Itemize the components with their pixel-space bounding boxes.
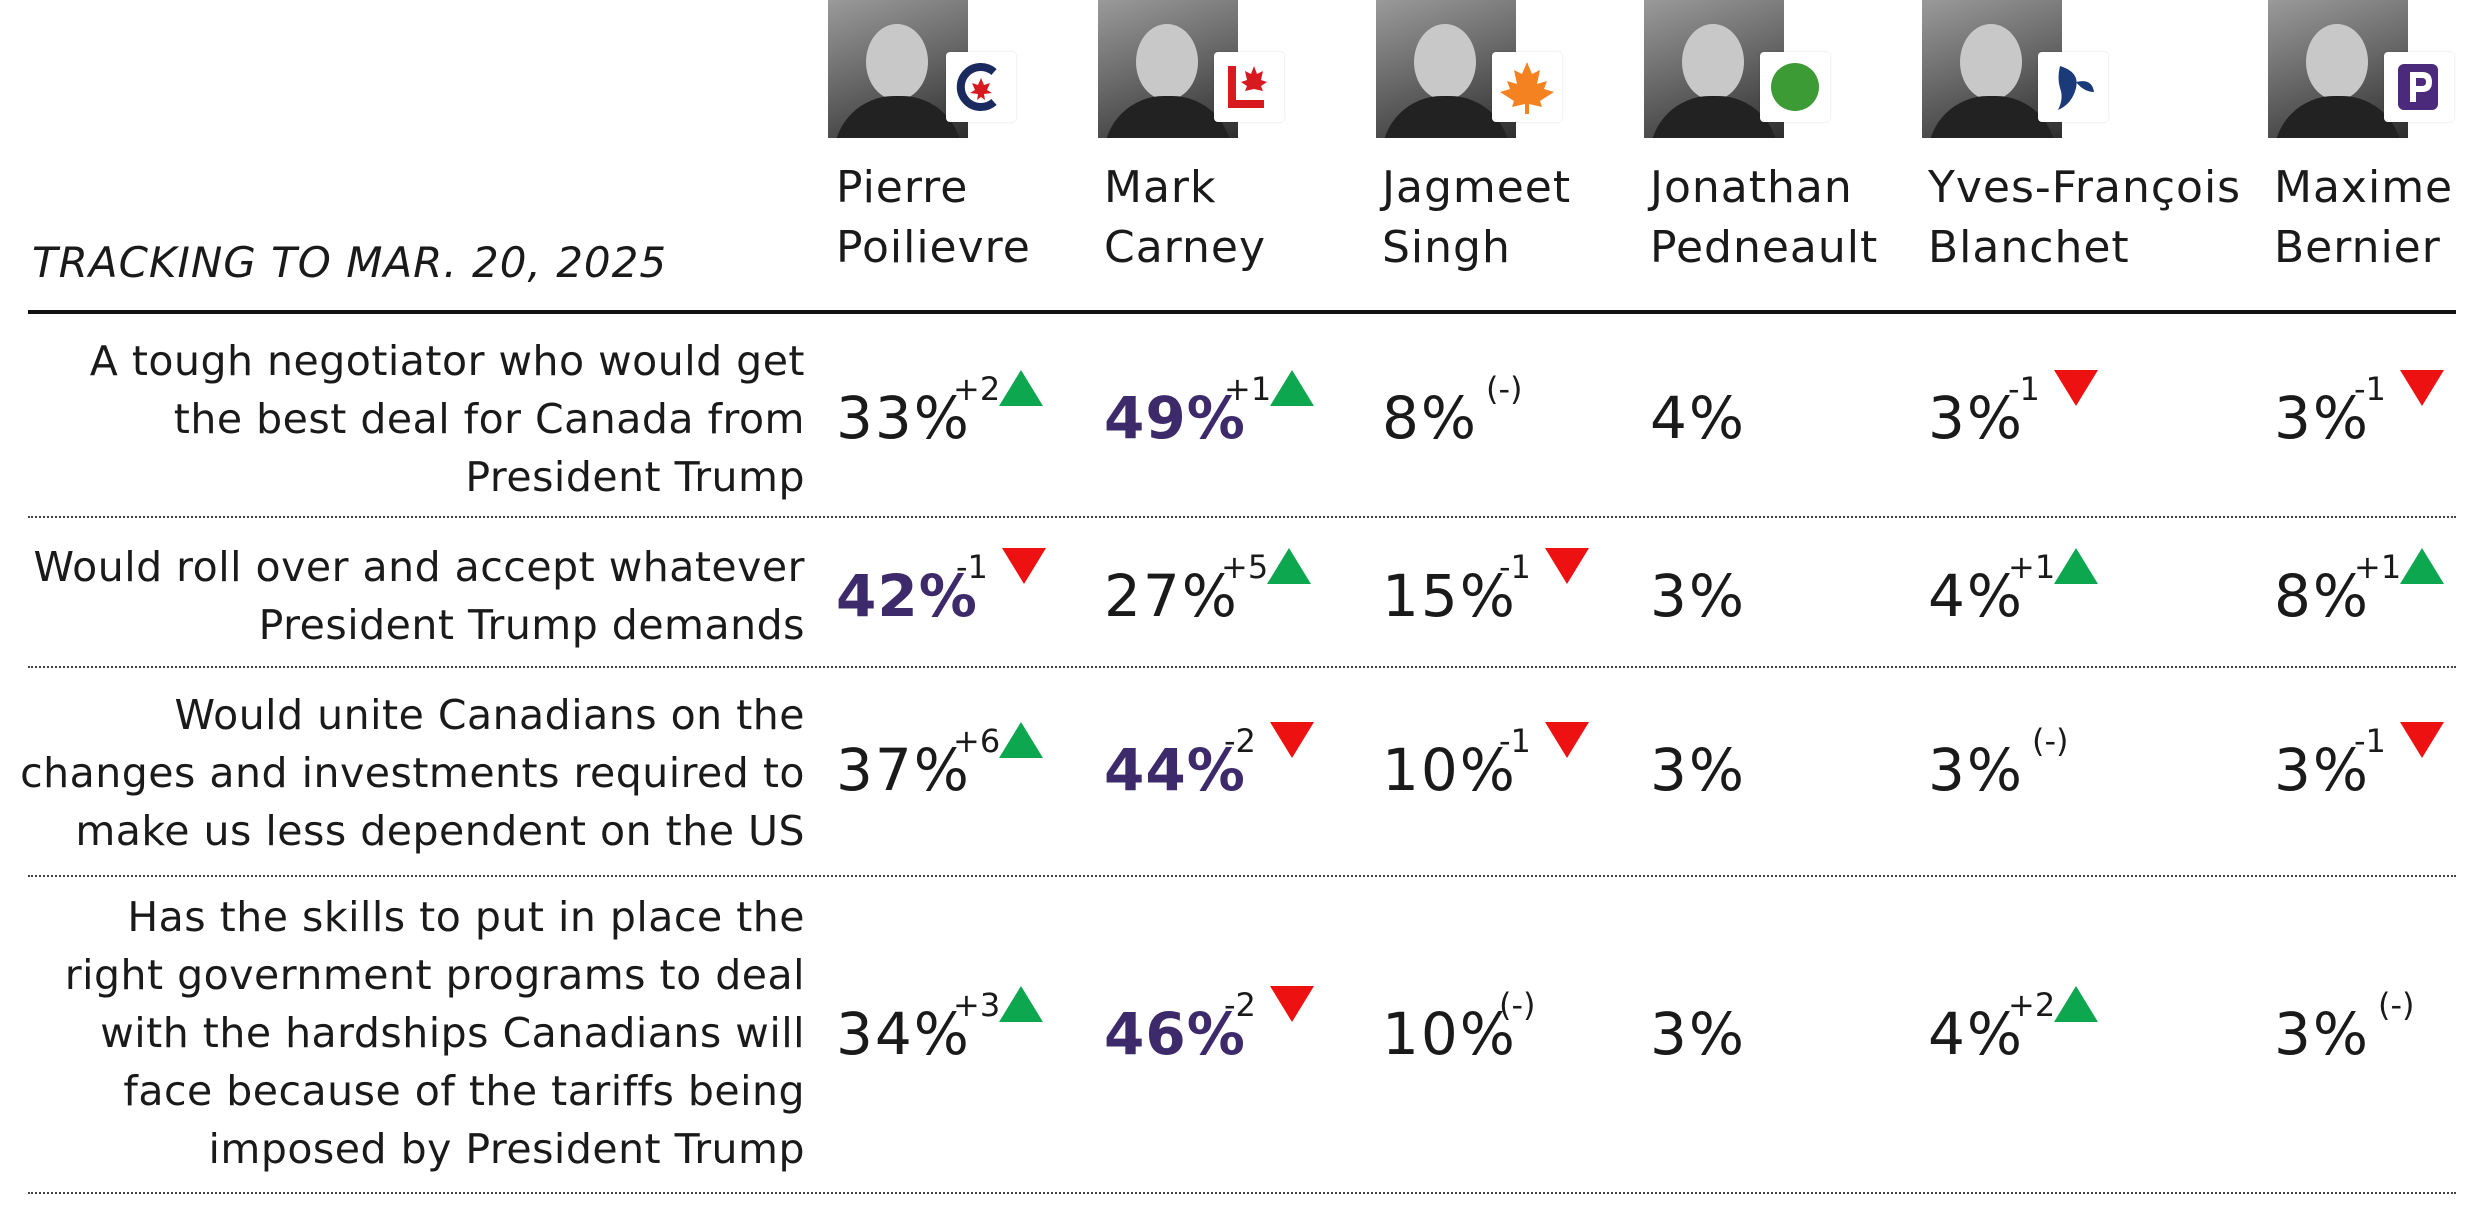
up-arrow-icon: [999, 722, 1043, 758]
data-value: 4%: [1928, 1000, 2025, 1068]
up-arrow-icon: [999, 986, 1043, 1022]
down-arrow-icon: [1545, 548, 1589, 584]
row-label: Would unite Canadians on the changes and…: [20, 691, 805, 855]
data-value: 4%: [1928, 562, 2025, 630]
header-rule: [28, 310, 2456, 314]
change-label: -1: [956, 548, 988, 586]
candidate-last-name: Singh: [1382, 222, 1511, 273]
candidate-first-name: Maxime: [2274, 162, 2454, 213]
down-arrow-icon: [1002, 548, 1046, 584]
candidate-first-name: Yves-François: [1928, 162, 2242, 213]
data-value: 3%: [2274, 736, 2371, 804]
data-value: 8%: [2274, 562, 2371, 630]
up-arrow-icon: [999, 370, 1043, 406]
data-value: 27%: [1104, 562, 1239, 630]
tracking-label: TRACKING TO MAR. 20, 2025: [32, 238, 668, 287]
data-value: 4%: [1650, 384, 1747, 452]
down-arrow-icon: [1270, 722, 1314, 758]
candidate-name: Jonathan Pedneault: [1650, 158, 1878, 278]
data-value: 33%: [836, 384, 971, 452]
data-value: 3%: [2274, 384, 2371, 452]
data-value: 34%: [836, 1000, 971, 1068]
up-arrow-icon: [2400, 548, 2444, 584]
data-value: 3%: [2274, 1000, 2371, 1068]
change-label: (-): [1499, 986, 1536, 1024]
down-arrow-icon: [2400, 370, 2444, 406]
candidate-name: Yves-François Blanchet: [1928, 158, 2241, 278]
change-label: +2: [2008, 986, 2056, 1024]
change-label: +6: [953, 722, 1001, 760]
candidate-last-name: Blanchet: [1928, 222, 2130, 273]
change-label: -1: [2354, 722, 2386, 760]
candidate-photo: [1922, 0, 2062, 138]
row-separator: [28, 666, 2456, 668]
data-value: 3%: [1928, 736, 2025, 804]
data-value: 44%: [1104, 736, 1246, 804]
data-value: 10%: [1382, 1000, 1517, 1068]
up-arrow-icon: [2054, 548, 2098, 584]
change-label: +3: [953, 986, 1001, 1024]
up-arrow-icon: [1267, 548, 1311, 584]
row-separator: [28, 875, 2456, 877]
bloc-logo-icon: [2038, 52, 2108, 122]
candidate-name: Mark Carney: [1104, 158, 1266, 278]
row-label: A tough negotiator who would get the bes…: [89, 337, 805, 501]
data-value: 15%: [1382, 562, 1517, 630]
candidate-name: Maxime Bernier: [2274, 158, 2453, 278]
candidate-first-name: Jagmeet: [1382, 162, 1572, 213]
row-separator: [28, 1192, 2456, 1194]
change-label: -1: [2008, 370, 2040, 408]
up-arrow-icon: [1270, 370, 1314, 406]
candidate-last-name: Poilievre: [836, 222, 1031, 273]
row-label: Would roll over and accept whatever Pres…: [33, 543, 805, 649]
data-value: 8%: [1382, 384, 1479, 452]
data-value: 37%: [836, 736, 971, 804]
data-value: 10%: [1382, 736, 1517, 804]
liberal-logo-icon: [1214, 52, 1284, 122]
data-value: 3%: [1650, 562, 1747, 630]
down-arrow-icon: [1270, 986, 1314, 1022]
change-label: (-): [2378, 986, 2415, 1024]
candidate-last-name: Bernier: [2274, 222, 2441, 273]
change-label: +5: [1221, 548, 1269, 586]
data-value: 46%: [1104, 1000, 1246, 1068]
candidate-photo: [828, 0, 968, 138]
ndp-logo-icon: [1492, 52, 1562, 122]
data-value: 49%: [1104, 384, 1246, 452]
candidate-first-name: Mark: [1104, 162, 1217, 213]
candidate-name: Pierre Poilievre: [836, 158, 1031, 278]
change-label: -1: [1499, 548, 1531, 586]
change-label: (-): [2032, 722, 2069, 760]
green-logo-icon: [1760, 52, 1830, 122]
candidate-name: Jagmeet Singh: [1382, 158, 1571, 278]
candidate-first-name: Jonathan: [1650, 162, 1853, 213]
candidate-last-name: Carney: [1104, 222, 1266, 273]
change-label: +1: [2008, 548, 2056, 586]
up-arrow-icon: [2054, 986, 2098, 1022]
candidate-first-name: Pierre: [836, 162, 969, 213]
ppc-logo-icon: [2384, 52, 2454, 122]
data-value: 3%: [1928, 384, 2025, 452]
data-value: 42%: [836, 562, 978, 630]
row-label: Has the skills to put in place the right…: [64, 893, 805, 1173]
conservative-logo-icon: [946, 52, 1016, 122]
change-label: -1: [1499, 722, 1531, 760]
down-arrow-icon: [2400, 722, 2444, 758]
change-label: (-): [1486, 370, 1523, 408]
row-separator: [28, 516, 2456, 518]
change-label: -1: [2354, 370, 2386, 408]
data-value: 3%: [1650, 1000, 1747, 1068]
change-label: -2: [1224, 722, 1256, 760]
data-value: 3%: [1650, 736, 1747, 804]
down-arrow-icon: [1545, 722, 1589, 758]
candidate-last-name: Pedneault: [1650, 222, 1879, 273]
change-label: -2: [1224, 986, 1256, 1024]
change-label: +1: [2354, 548, 2402, 586]
change-label: +2: [953, 370, 1001, 408]
change-label: +1: [1224, 370, 1272, 408]
down-arrow-icon: [2054, 370, 2098, 406]
